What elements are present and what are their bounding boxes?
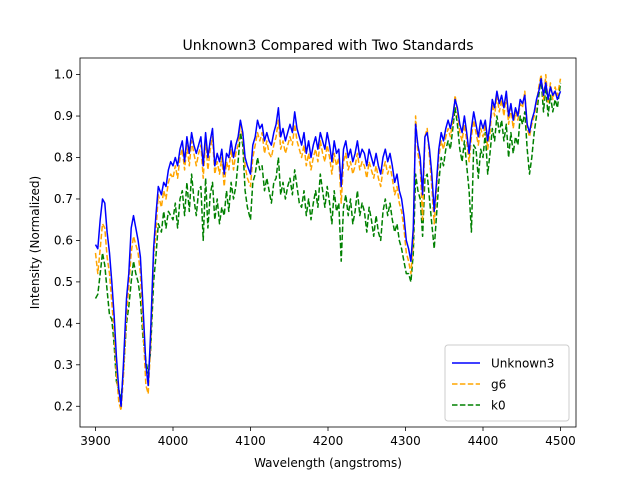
x-axis: 3900 4000 4100 4200 4300 4400 4500 — [80, 427, 576, 448]
y-tick-label: 0.8 — [54, 151, 73, 165]
series-line-g6 — [94, 73, 562, 412]
chart-title: Unknown3 Compared with Two Standards — [182, 38, 473, 54]
legend-box — [444, 344, 570, 422]
y-tick-label: 0.2 — [54, 399, 73, 413]
legend-label: g6 — [491, 378, 506, 392]
y-tick-label: 0.3 — [54, 358, 73, 372]
legend-label: k0 — [491, 399, 506, 413]
series-line-unknown3 — [94, 77, 562, 408]
y-axis-label: Intensity (Normalized) — [28, 176, 42, 309]
x-tick-label: 3900 — [80, 434, 111, 448]
x-tick-label: 4100 — [235, 434, 266, 448]
x-tick-label: 4300 — [390, 434, 421, 448]
y-tick-label: 0.9 — [54, 109, 73, 123]
y-tick-label: 0.7 — [54, 192, 73, 206]
x-axis-label: Wavelength (angstroms) — [254, 456, 402, 470]
y-tick-label: 1.0 — [54, 68, 73, 82]
x-tick-label: 4400 — [468, 434, 499, 448]
legend: Unknown3 g6 k0 — [444, 344, 570, 422]
y-tick-label: 0.4 — [54, 316, 73, 330]
x-tick-label: 4500 — [545, 434, 576, 448]
x-tick-label: 4200 — [313, 434, 344, 448]
y-tick-label: 0.5 — [54, 275, 73, 289]
x-tick-label: 4000 — [158, 434, 189, 448]
series-line-k0 — [94, 77, 562, 399]
series-layer — [94, 73, 562, 412]
y-tick-label: 0.6 — [54, 233, 73, 247]
y-axis: 0.2 0.3 0.4 0.5 0.6 0.7 0.8 0.9 1.0 — [54, 68, 80, 413]
legend-label: Unknown3 — [491, 357, 554, 371]
